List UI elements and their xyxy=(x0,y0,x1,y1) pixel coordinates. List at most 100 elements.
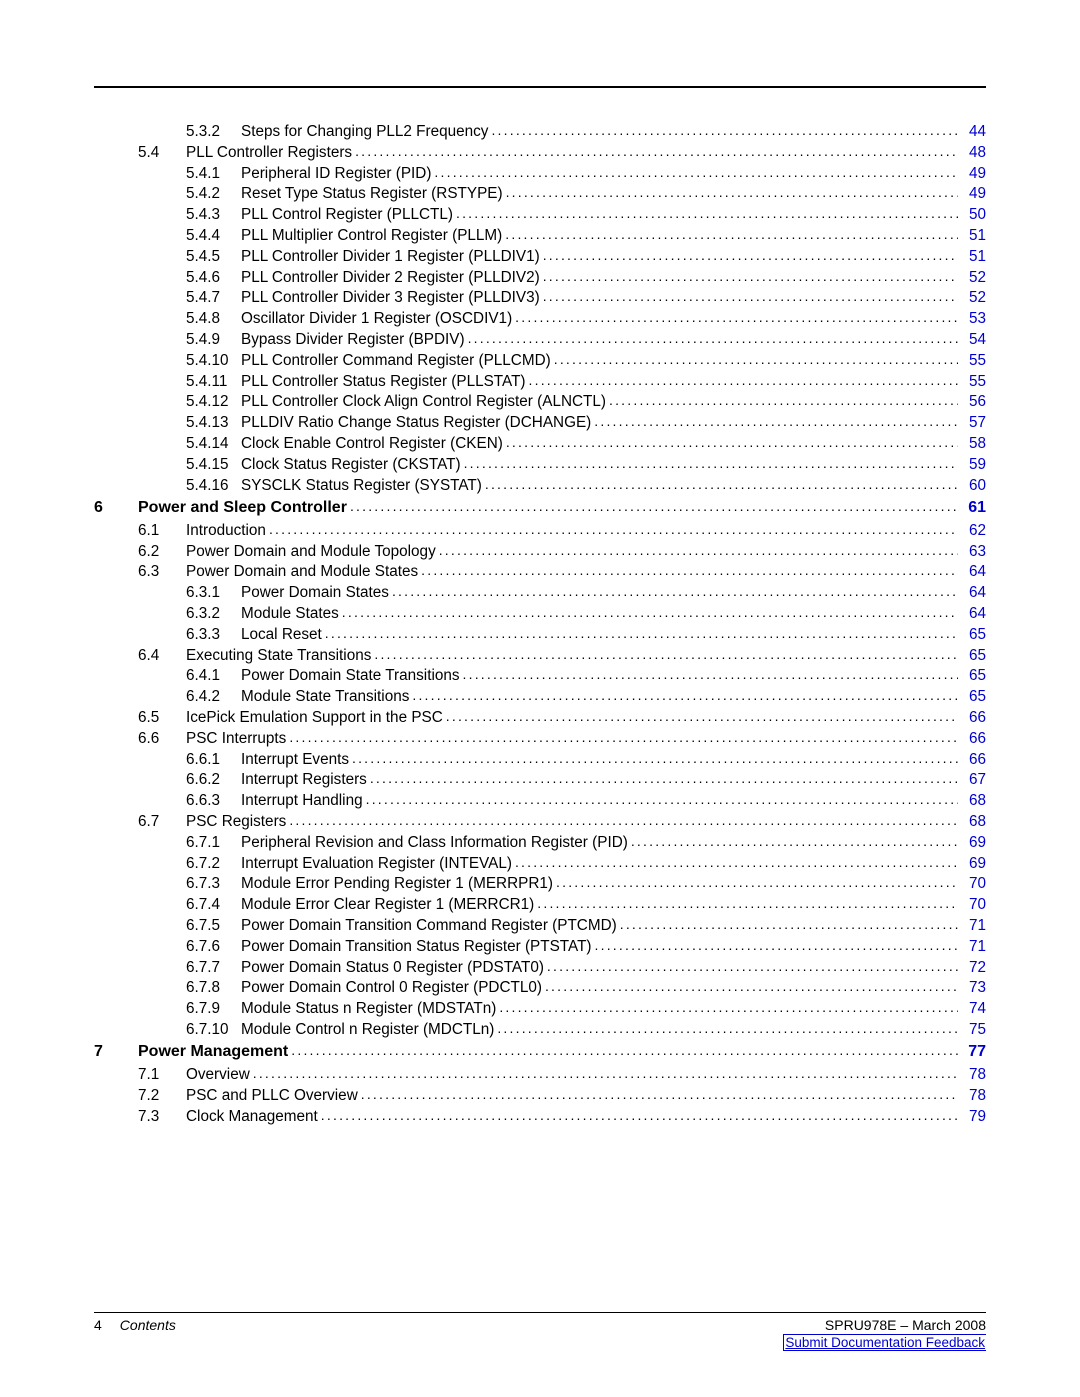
toc-page-cell: 51 xyxy=(958,228,986,243)
toc-page-link[interactable]: 50 xyxy=(969,206,986,223)
toc-page-link[interactable]: 61 xyxy=(968,499,986,516)
toc-page-link[interactable]: 70 xyxy=(969,896,986,913)
toc-page-link[interactable]: 49 xyxy=(969,185,986,202)
toc-row: 6.7.7Power Domain Status 0 Register (PDS… xyxy=(94,960,986,975)
toc-section-num: 7.1 xyxy=(138,1067,186,1082)
toc-page-link[interactable]: 55 xyxy=(969,373,986,390)
toc-row: 5.4.15Clock Status Register (CKSTAT)59 xyxy=(94,457,986,472)
toc-leader xyxy=(540,269,958,283)
toc-page-link[interactable]: 65 xyxy=(969,647,986,664)
toc-title: Interrupt Handling xyxy=(241,793,363,808)
toc-page-link[interactable]: 62 xyxy=(969,522,986,539)
toc-page-link[interactable]: 55 xyxy=(969,352,986,369)
toc-page-cell: 71 xyxy=(958,918,986,933)
toc-row: 6.7PSC Registers68 xyxy=(94,814,986,829)
toc-subsection-num: 5.3.2 xyxy=(186,124,241,139)
toc-page-link[interactable]: 66 xyxy=(969,751,986,768)
toc-title: Power Domain and Module States xyxy=(186,564,418,579)
toc-page-link[interactable]: 79 xyxy=(969,1108,986,1125)
feedback-link[interactable]: Submit Documentation Feedback xyxy=(783,1334,986,1351)
toc-page-link[interactable]: 69 xyxy=(969,834,986,851)
toc-page-link[interactable]: 65 xyxy=(969,626,986,643)
toc-row: 6.4.2Module State Transitions65 xyxy=(94,689,986,704)
toc-page-cell: 51 xyxy=(958,249,986,264)
toc-page-link[interactable]: 60 xyxy=(969,477,986,494)
toc-title: Peripheral ID Register (PID) xyxy=(241,166,431,181)
toc-page-link[interactable]: 65 xyxy=(969,688,986,705)
toc-page-link[interactable]: 75 xyxy=(969,1021,986,1038)
toc-title-cell: Steps for Changing PLL2 Frequency xyxy=(241,124,958,139)
toc-section-num: 5.4 xyxy=(138,145,186,160)
toc-page-link[interactable]: 73 xyxy=(969,979,986,996)
toc-leader xyxy=(482,477,958,491)
toc-page-link[interactable]: 68 xyxy=(969,792,986,809)
toc-title: PLL Controller Command Register (PLLCMD) xyxy=(241,353,551,368)
toc-subsection-num: 5.4.9 xyxy=(186,332,241,347)
toc-page-link[interactable]: 49 xyxy=(969,165,986,182)
toc-title: Power Domain State Transitions xyxy=(241,668,460,683)
toc-title: PLL Controller Clock Align Control Regis… xyxy=(241,394,606,409)
toc-page-link[interactable]: 68 xyxy=(969,813,986,830)
toc-page-link[interactable]: 69 xyxy=(969,855,986,872)
toc-leader xyxy=(436,543,958,557)
toc-title: Module State Transitions xyxy=(241,689,409,704)
toc-page-link[interactable]: 48 xyxy=(969,144,986,161)
toc-title: PLL Controller Divider 2 Register (PLLDI… xyxy=(241,270,540,285)
toc-leader xyxy=(617,917,958,931)
toc-page-link[interactable]: 65 xyxy=(969,667,986,684)
toc-title-cell: Clock Status Register (CKSTAT) xyxy=(241,457,958,472)
toc-page-link[interactable]: 54 xyxy=(969,331,986,348)
toc-page-link[interactable]: 64 xyxy=(969,605,986,622)
toc-page-link[interactable]: 78 xyxy=(969,1066,986,1083)
toc-title-cell: Introduction xyxy=(186,523,958,538)
toc-title-cell: SYSCLK Status Register (SYSTAT) xyxy=(241,478,958,493)
toc-title: PSC and PLLC Overview xyxy=(186,1088,358,1103)
toc-title-cell: Bypass Divider Register (BPDIV) xyxy=(241,332,958,347)
toc-page-cell: 54 xyxy=(958,332,986,347)
toc-page-link[interactable]: 44 xyxy=(969,123,986,140)
toc-page-link[interactable]: 64 xyxy=(969,563,986,580)
toc-page-link[interactable]: 71 xyxy=(969,917,986,934)
toc-page-link[interactable]: 52 xyxy=(969,269,986,286)
toc-row: 5.4.16SYSCLK Status Register (SYSTAT)60 xyxy=(94,478,986,493)
toc-page-link[interactable]: 72 xyxy=(969,959,986,976)
toc-title-cell: PSC and PLLC Overview xyxy=(186,1088,958,1103)
toc-row: 6.3.2Module States64 xyxy=(94,606,986,621)
toc-title-cell: PLL Controller Command Register (PLLCMD) xyxy=(241,353,958,368)
toc-page-link[interactable]: 52 xyxy=(969,289,986,306)
toc-row: 6.7.2Interrupt Evaluation Register (INTE… xyxy=(94,856,986,871)
toc-title: Interrupt Evaluation Register (INTEVAL) xyxy=(241,856,512,871)
toc-row: 6.4.1Power Domain State Transitions65 xyxy=(94,668,986,683)
toc-page-link[interactable]: 67 xyxy=(969,771,986,788)
toc-row: 7.3Clock Management79 xyxy=(94,1109,986,1124)
toc-title: Power Domain Status 0 Register (PDSTAT0) xyxy=(241,960,544,975)
toc-page-cell: 52 xyxy=(958,290,986,305)
toc-title: Executing State Transitions xyxy=(186,648,371,663)
toc-page-link[interactable]: 74 xyxy=(969,1000,986,1017)
toc-page-link[interactable]: 51 xyxy=(969,227,986,244)
toc-subsection-num: 5.4.10 xyxy=(186,353,241,368)
toc-page-link[interactable]: 51 xyxy=(969,248,986,265)
toc-page-cell: 79 xyxy=(958,1109,986,1124)
doc-id: SPRU978E – March 2008 xyxy=(783,1317,986,1333)
toc-page-cell: 68 xyxy=(958,814,986,829)
toc-page-link[interactable]: 66 xyxy=(969,730,986,747)
page: 5.3.2Steps for Changing PLL2 Frequency 44… xyxy=(0,0,1080,1397)
toc-row: 6.6.1Interrupt Events66 xyxy=(94,752,986,767)
toc-title: Power Management xyxy=(138,1044,288,1060)
toc-title-cell: Oscillator Divider 1 Register (OSCDIV1) xyxy=(241,311,958,326)
toc-page-link[interactable]: 57 xyxy=(969,414,986,431)
toc-page-link[interactable]: 66 xyxy=(969,709,986,726)
toc-page-link[interactable]: 64 xyxy=(969,584,986,601)
toc-page-link[interactable]: 59 xyxy=(969,456,986,473)
toc-page-link[interactable]: 63 xyxy=(969,543,986,560)
toc-title-cell: Peripheral Revision and Class Informatio… xyxy=(241,835,958,850)
toc-page-link[interactable]: 56 xyxy=(969,393,986,410)
toc-page-link[interactable]: 70 xyxy=(969,875,986,892)
toc-page-link[interactable]: 78 xyxy=(969,1087,986,1104)
toc-page-link[interactable]: 58 xyxy=(969,435,986,452)
toc-page-link[interactable]: 53 xyxy=(969,310,986,327)
toc-page-link[interactable]: 71 xyxy=(969,938,986,955)
toc-title: Power and Sleep Controller xyxy=(138,500,347,516)
toc-page-link[interactable]: 77 xyxy=(968,1043,986,1060)
